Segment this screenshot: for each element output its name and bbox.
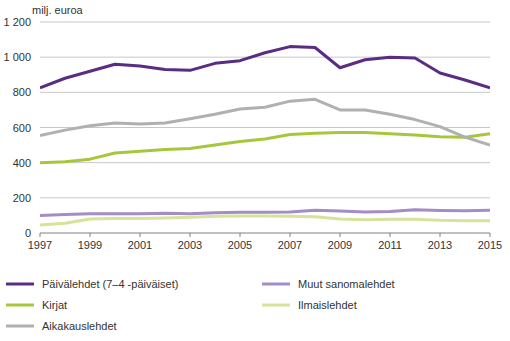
legend-label: Muut sanomalehdet xyxy=(298,278,395,290)
y-tick-label: 0 xyxy=(25,227,31,239)
x-tick-label: 2005 xyxy=(228,239,252,251)
x-tick xyxy=(240,233,241,237)
x-tick-label: 2015 xyxy=(478,239,502,251)
x-tick xyxy=(190,233,191,237)
x-tick xyxy=(40,233,41,237)
series-line xyxy=(40,216,490,225)
y-tick-label: 600 xyxy=(13,122,31,134)
y-axis-label: milj. euroa xyxy=(32,4,84,16)
chart: milj. euroa 0 200 400 600 800 1 000 1 200 1997 19… xyxy=(0,0,510,341)
grid-line xyxy=(40,92,490,93)
plot-area xyxy=(40,47,490,225)
legend-swatch xyxy=(262,304,290,307)
legend-label: Kirjat xyxy=(42,299,67,311)
x-tick xyxy=(90,233,91,237)
x-tick-label: 2001 xyxy=(128,239,152,251)
y-tick-label: 200 xyxy=(13,192,31,204)
legend-swatch xyxy=(262,283,290,286)
y-tick-label: 800 xyxy=(13,86,31,98)
x-tick-label: 2003 xyxy=(178,239,202,251)
x-tick-label: 2011 xyxy=(378,239,402,251)
x-tick xyxy=(290,233,291,237)
y-tick-label: 1 000 xyxy=(3,51,31,63)
x-tick xyxy=(140,233,141,237)
x-tick xyxy=(390,233,391,237)
legend-label: Aikakauslehdet xyxy=(42,320,117,332)
x-tick xyxy=(440,233,441,237)
x-tick-label: 1997 xyxy=(28,239,52,251)
y-tick-label: 1 200 xyxy=(3,16,31,28)
y-tick-label: 400 xyxy=(13,157,31,169)
legend-label: Päivälehdet (7–4 -päiväiset) xyxy=(42,278,178,290)
series-line xyxy=(40,99,490,145)
series-line xyxy=(40,47,490,88)
x-tick-label: 2007 xyxy=(278,239,302,251)
series-line xyxy=(40,132,490,162)
legend-swatch xyxy=(6,304,34,307)
legend-swatch xyxy=(6,283,34,286)
x-tick-label: 2013 xyxy=(428,239,452,251)
grid-line xyxy=(40,57,490,58)
grid-line xyxy=(40,162,490,163)
legend-label: Ilmaislehdet xyxy=(298,299,357,311)
grid-line xyxy=(40,233,490,234)
x-tick-label: 1999 xyxy=(78,239,102,251)
grid-line xyxy=(40,197,490,198)
grid-line xyxy=(40,127,490,128)
legend: Päivälehdet (7–4 -päiväiset) Muut sanomal… xyxy=(6,278,395,332)
grid-line xyxy=(40,22,490,23)
x-tick xyxy=(340,233,341,237)
legend-swatch xyxy=(6,325,34,328)
x-tick-label: 2009 xyxy=(328,239,352,251)
x-tick xyxy=(490,233,491,237)
